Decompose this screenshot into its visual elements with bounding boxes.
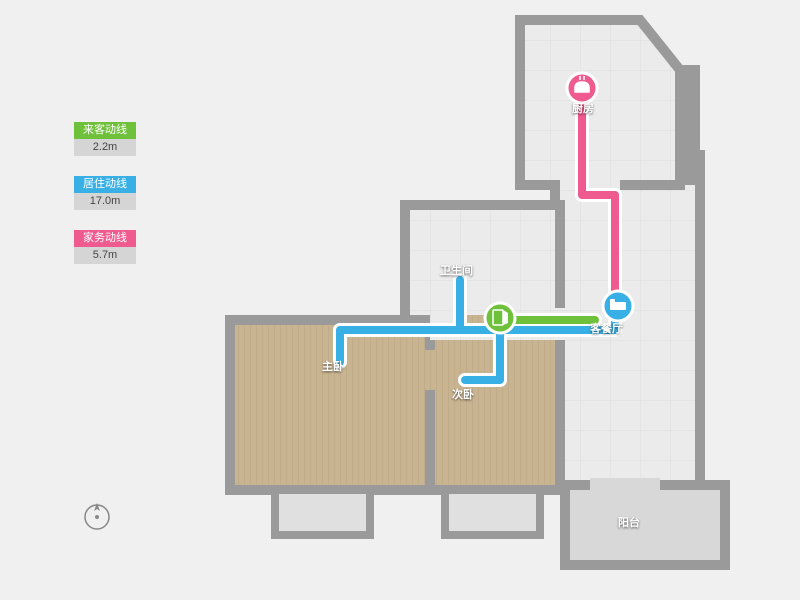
compass-icon	[80, 500, 114, 534]
legend-item-housework: 家务动线 5.7m	[74, 230, 136, 264]
legend-value: 2.2m	[74, 139, 136, 156]
floor-plan	[220, 10, 750, 590]
room-label-bathroom: 卫生间	[440, 262, 473, 278]
legend-value: 5.7m	[74, 247, 136, 264]
room-label-balcony: 阳台	[618, 514, 640, 530]
legend-label: 来客动线	[74, 122, 136, 139]
room-label-second: 次卧	[452, 386, 474, 402]
legend-label: 居住动线	[74, 176, 136, 193]
legend-item-living: 居住动线 17.0m	[74, 176, 136, 210]
legend-label: 家务动线	[74, 230, 136, 247]
legend: 来客动线 2.2m 居住动线 17.0m 家务动线 5.7m	[74, 122, 136, 284]
legend-value: 17.0m	[74, 193, 136, 210]
room-label-kitchen: 厨房	[572, 100, 594, 116]
room-label-master: 主卧	[322, 358, 344, 374]
room-label-living: 客餐厅	[590, 320, 623, 336]
legend-item-guest: 来客动线 2.2m	[74, 122, 136, 156]
